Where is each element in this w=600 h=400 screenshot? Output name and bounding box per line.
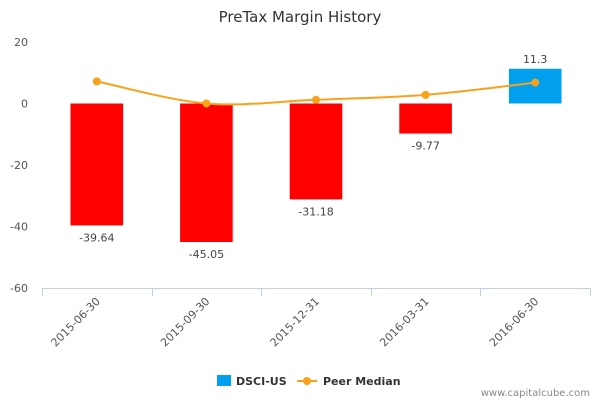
data-label: -39.64 [79,231,114,244]
chart-title: PreTax Margin History [219,8,382,26]
y-tick-label: -40 [10,221,28,234]
peer-median-point[interactable] [312,95,320,104]
x-tick-label: 2015-12-31 [268,295,322,349]
x-tick-label: 2015-09-30 [158,295,212,349]
legend-swatch-dsci-us[interactable] [217,375,231,386]
peer-median-point[interactable] [202,99,211,108]
legend-swatch-peer-median-marker[interactable] [303,377,311,385]
x-tick-label: 2015-06-30 [49,295,103,349]
legend-label-peer-median[interactable]: Peer Median [323,375,401,388]
data-label: -45.05 [189,248,224,261]
peer-median-point[interactable] [531,78,540,87]
legend[interactable]: DSCI-US Peer Median [217,375,401,388]
line-series-peer-median [92,77,540,108]
data-label: 11.3 [523,53,548,66]
data-label: -9.77 [411,140,439,153]
bar-dsci-us[interactable] [289,103,343,200]
bar-series-dsci-us [70,68,562,243]
x-axis: 2015-06-30 2015-09-30 2015-12-31 2016-03-31… [42,288,591,349]
y-tick-label: -60 [10,282,28,295]
x-tick-label: 2016-03-31 [377,295,431,349]
data-label: -31.18 [298,205,333,218]
bar-dsci-us[interactable] [70,103,124,226]
peer-median-point[interactable] [421,90,430,99]
y-tick-label: 0 [21,98,28,111]
y-axis: 20 0 -20 -40 -60 [10,36,28,295]
peer-median-point[interactable] [92,77,101,86]
y-tick-label: 20 [14,36,28,49]
bar-dsci-us[interactable] [180,103,233,243]
credit-text[interactable]: www.capitalcube.com [481,388,590,399]
x-tick-label: 2016-06-30 [487,295,541,349]
bar-dsci-us[interactable] [399,103,452,134]
data-labels: -39.64 -45.05 -31.18 -9.77 11.3 [79,53,547,261]
y-tick-label: -20 [10,159,28,172]
legend-label-dsci-us[interactable]: DSCI-US [236,375,287,388]
